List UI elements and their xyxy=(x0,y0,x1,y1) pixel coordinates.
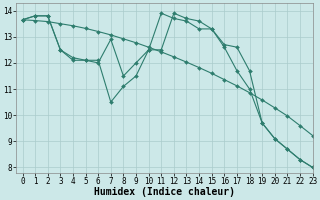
X-axis label: Humidex (Indice chaleur): Humidex (Indice chaleur) xyxy=(94,187,235,197)
